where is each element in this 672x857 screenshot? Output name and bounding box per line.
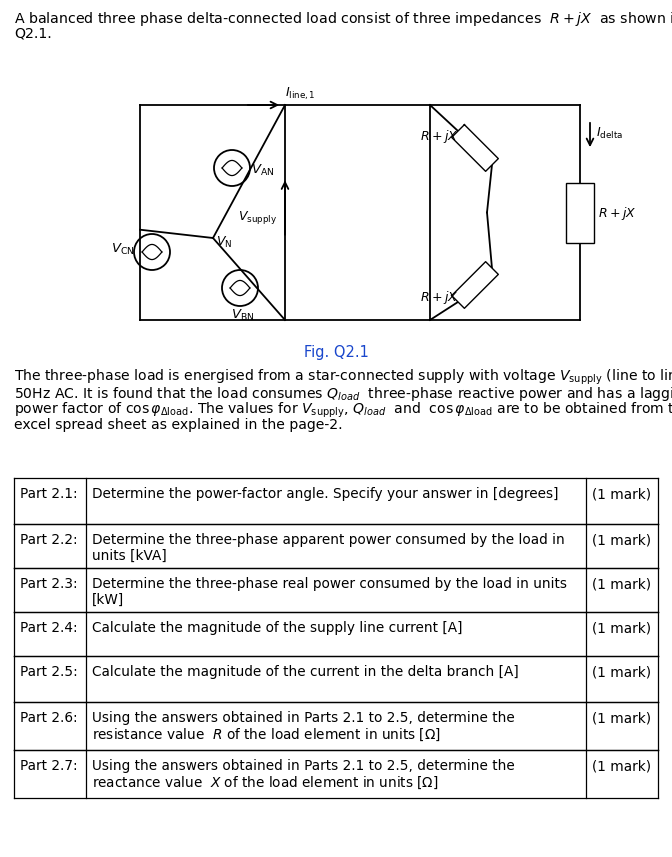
Text: (1 mark): (1 mark) [592,577,651,591]
Text: (1 mark): (1 mark) [592,759,651,773]
Text: units [kVA]: units [kVA] [92,549,167,563]
Text: Q2.1.: Q2.1. [14,26,52,40]
Text: Part 2.7:: Part 2.7: [20,759,78,773]
Text: Using the answers obtained in Parts 2.1 to 2.5, determine the: Using the answers obtained in Parts 2.1 … [92,759,515,773]
Text: power factor of $\cos\varphi_{\Delta\mathrm{load}}$. The values for $V_{\mathrm{: power factor of $\cos\varphi_{\Delta\mat… [14,401,672,420]
Text: The three-phase load is energised from a star-connected supply with voltage $V_{: The three-phase load is energised from a… [14,368,672,387]
Polygon shape [452,124,499,171]
Text: $V_{\mathrm{N}}$: $V_{\mathrm{N}}$ [216,235,233,250]
Text: (1 mark): (1 mark) [592,665,651,679]
Text: Part 2.2:: Part 2.2: [20,533,78,547]
Text: Using the answers obtained in Parts 2.1 to 2.5, determine the: Using the answers obtained in Parts 2.1 … [92,711,515,725]
Text: $I_{\mathrm{delta}}$: $I_{\mathrm{delta}}$ [596,125,623,141]
Text: Part 2.4:: Part 2.4: [20,621,78,635]
Bar [566,183,594,243]
Text: Fig. Q2.1: Fig. Q2.1 [304,345,368,360]
Text: (1 mark): (1 mark) [592,711,651,725]
Text: Part 2.3:: Part 2.3: [20,577,78,591]
Text: [kW]: [kW] [92,593,124,607]
Text: Part 2.6:: Part 2.6: [20,711,78,725]
Text: $V_{\mathrm{AN}}$: $V_{\mathrm{AN}}$ [251,163,274,178]
Text: reactance value  $X$ of the load element in units [$\Omega$]: reactance value $X$ of the load element … [92,775,439,791]
Text: 50Hz AC. It is found that the load consumes $Q_{\mathit{load}}$  three-phase rea: 50Hz AC. It is found that the load consu… [14,385,672,403]
Text: excel spread sheet as explained in the page-2.: excel spread sheet as explained in the p… [14,417,343,432]
Text: A balanced three phase delta-connected load consist of three impedances  $R + jX: A balanced three phase delta-connected l… [14,10,672,28]
Text: $V_{\mathrm{CN}}$: $V_{\mathrm{CN}}$ [112,242,135,257]
Text: $V_{\mathrm{supply}}$: $V_{\mathrm{supply}}$ [238,209,277,226]
Text: (1 mark): (1 mark) [592,487,651,501]
Text: $R + jX$: $R + jX$ [420,128,458,145]
Polygon shape [452,261,499,309]
Text: $R + jX$: $R + jX$ [598,205,636,221]
Text: Determine the power-factor angle. Specify your answer in [degrees]: Determine the power-factor angle. Specif… [92,487,558,501]
Text: $R + jX$: $R + jX$ [420,289,458,305]
Text: Part 2.5:: Part 2.5: [20,665,78,679]
Text: Calculate the magnitude of the supply line current [A]: Calculate the magnitude of the supply li… [92,621,462,635]
Text: Calculate the magnitude of the current in the delta branch [A]: Calculate the magnitude of the current i… [92,665,519,679]
Text: Part 2.1:: Part 2.1: [20,487,78,501]
Text: $V_{\mathrm{BN}}$: $V_{\mathrm{BN}}$ [231,308,255,323]
Text: (1 mark): (1 mark) [592,533,651,547]
Text: resistance value  $R$ of the load element in units [$\Omega$]: resistance value $R$ of the load element… [92,727,441,743]
Text: (1 mark): (1 mark) [592,621,651,635]
Text: Determine the three-phase apparent power consumed by the load in: Determine the three-phase apparent power… [92,533,564,547]
Text: Determine the three-phase real power consumed by the load in units: Determine the three-phase real power con… [92,577,567,591]
Text: $I_{\mathrm{line,1}}$: $I_{\mathrm{line,1}}$ [285,86,316,102]
